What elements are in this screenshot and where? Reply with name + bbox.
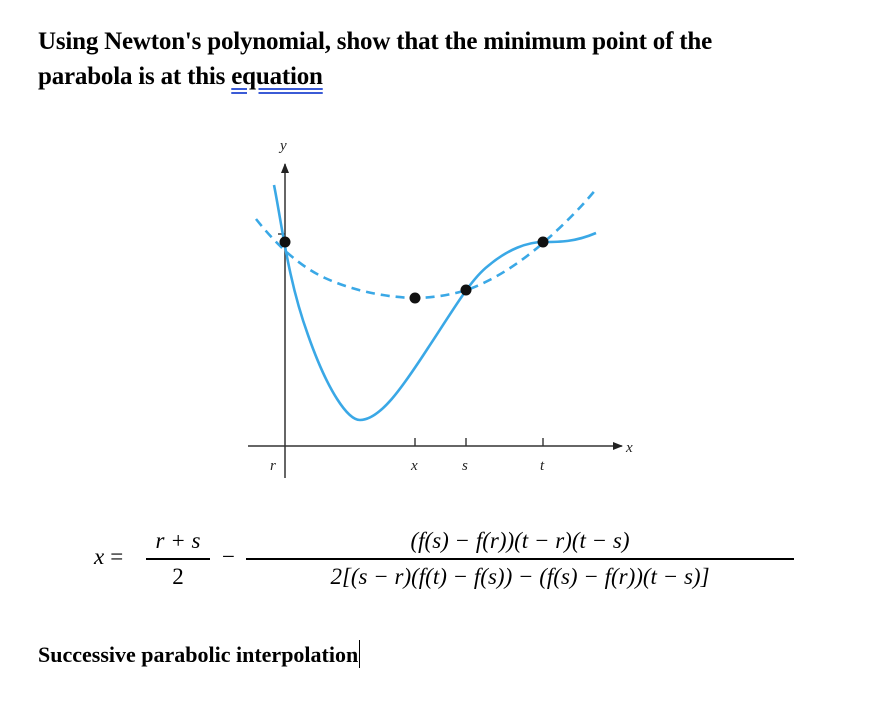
fraction-midpoint-numerator: r + s [155, 528, 201, 553]
minimum-point-formula: x = r + s 2 − (f(s) − f(r))(t − r)(t − s)… [80, 522, 800, 602]
footer-text: Successive parabolic interpolation [38, 642, 359, 667]
fraction-correction-numerator: (f(s) − f(r))(t − r)(t − s) [410, 528, 630, 553]
point-x-min [409, 292, 421, 304]
function-curve [272, 184, 597, 422]
formula-minus-operator: − [222, 544, 235, 569]
fraction-midpoint: r + s 2 [146, 526, 210, 592]
fraction-correction-denominator: 2[(s − r)(f(t) − f(s)) − (f(s) − f(r))(t… [330, 563, 710, 589]
heading-line-1: Using Newton's polynomial, show that the… [38, 28, 712, 55]
heading-line-2-text: parabola is at this [38, 63, 232, 90]
fraction-correction-bar [246, 558, 794, 560]
tick-label-t: t [540, 458, 545, 474]
point-s [460, 284, 472, 296]
heading-line-2: parabola is at this equation [38, 59, 838, 94]
point-t [537, 236, 549, 248]
tick-label-x: x [410, 458, 418, 474]
parabolic-interpolation-figure: y x r x s t [248, 138, 633, 478]
footer-text-line[interactable]: Successive parabolic interpolation [38, 640, 361, 668]
heading-underlined-word: equation [231, 63, 323, 90]
formula-lhs: x = [94, 544, 123, 570]
x-axis-label: x [625, 440, 633, 456]
fraction-correction: (f(s) − f(r))(t − r)(t − s) 2[(s − r)(f(… [246, 526, 794, 592]
document-heading: Using Newton's polynomial, show that the… [38, 24, 838, 94]
formula-lhs-variable: x [94, 544, 105, 569]
text-cursor [359, 640, 361, 668]
tick-label-s: s [462, 458, 468, 474]
fraction-midpoint-bar [146, 558, 210, 560]
tick-label-r: r [270, 458, 276, 474]
fraction-midpoint-denominator: 2 [172, 563, 184, 589]
formula-equals-sign: = [110, 544, 124, 569]
point-r [279, 236, 291, 248]
y-axis-label: y [278, 138, 287, 154]
